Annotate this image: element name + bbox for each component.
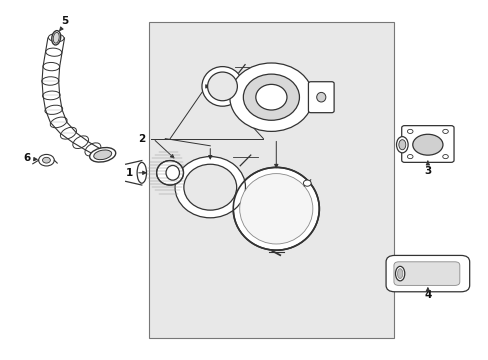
Ellipse shape [255,84,286,110]
Ellipse shape [229,63,312,131]
Ellipse shape [397,269,402,279]
Ellipse shape [239,174,312,244]
Text: 5: 5 [61,16,68,26]
Ellipse shape [137,162,146,183]
Text: 3: 3 [424,166,430,176]
Ellipse shape [316,93,325,102]
Ellipse shape [89,148,116,162]
FancyBboxPatch shape [308,82,333,113]
Ellipse shape [73,136,88,149]
Circle shape [42,157,50,163]
Text: 6: 6 [23,153,31,163]
Ellipse shape [202,67,243,106]
FancyBboxPatch shape [401,126,453,162]
Text: 2: 2 [138,134,145,144]
Ellipse shape [52,31,61,45]
Ellipse shape [156,161,183,185]
Ellipse shape [175,157,245,218]
Ellipse shape [233,167,319,250]
Ellipse shape [243,74,299,120]
Ellipse shape [53,32,59,43]
Ellipse shape [43,62,60,71]
Ellipse shape [48,34,64,42]
Text: 1: 1 [125,168,133,178]
Ellipse shape [303,180,310,186]
Circle shape [442,129,447,134]
Ellipse shape [61,127,76,139]
Ellipse shape [50,117,67,128]
Ellipse shape [42,91,60,100]
Ellipse shape [45,105,62,114]
Ellipse shape [94,150,111,159]
Circle shape [39,154,54,166]
Ellipse shape [165,166,179,180]
FancyBboxPatch shape [386,256,468,292]
Ellipse shape [395,266,404,281]
Circle shape [407,154,412,159]
Bar [149,22,393,338]
Ellipse shape [42,77,59,85]
Ellipse shape [94,148,111,162]
Ellipse shape [396,137,407,153]
Circle shape [407,129,412,134]
Text: 4: 4 [423,291,431,301]
Ellipse shape [183,164,236,210]
FancyBboxPatch shape [393,262,459,285]
Ellipse shape [398,140,405,150]
Circle shape [442,154,447,159]
Ellipse shape [85,143,101,156]
Ellipse shape [207,72,237,101]
Ellipse shape [412,134,442,155]
Ellipse shape [46,48,61,56]
